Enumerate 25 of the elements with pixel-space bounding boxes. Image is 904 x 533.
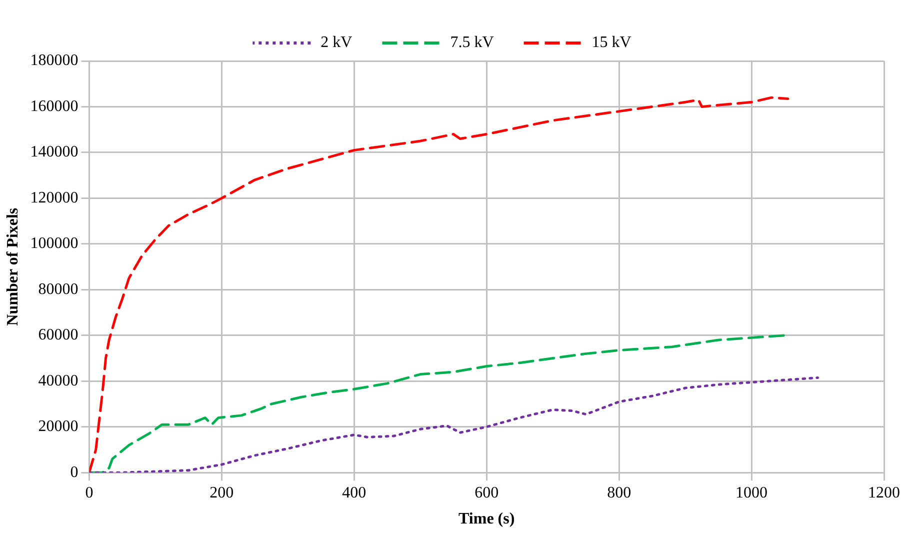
x-tick-label: 800: [607, 484, 632, 502]
y-tick-label: 120000: [30, 189, 78, 206]
y-tick-label: 140000: [30, 144, 78, 161]
x-tick-label: 400: [342, 484, 366, 502]
legend-label: 7.5 kV: [450, 34, 494, 52]
x-tick-label: 200: [210, 484, 234, 502]
x-axis-title: Time (s): [458, 510, 515, 528]
line-series: [89, 334, 786, 473]
legend-label: 15 kV: [592, 34, 632, 52]
x-tick-label: 0: [85, 484, 94, 502]
legend-label: 2 kV: [320, 34, 353, 52]
x-tick-label: 1000: [736, 484, 768, 502]
y-axis-title: Number of Pixels: [4, 208, 22, 326]
y-tick-label: 180000: [30, 52, 78, 70]
y-tick-label: 100000: [30, 235, 78, 252]
y-tick-label: 80000: [38, 280, 78, 298]
y-tick-label: 40000: [38, 372, 78, 390]
y-tick-label: 160000: [30, 98, 78, 115]
line-series: [89, 376, 820, 473]
x-tick-label: 1200: [868, 484, 900, 502]
x-tick-label: 600: [474, 484, 499, 502]
y-tick-label: 20000: [38, 418, 78, 436]
y-tick-label: 60000: [38, 326, 78, 344]
line-series: [89, 96, 790, 473]
y-tick-label: 0: [70, 464, 78, 481]
